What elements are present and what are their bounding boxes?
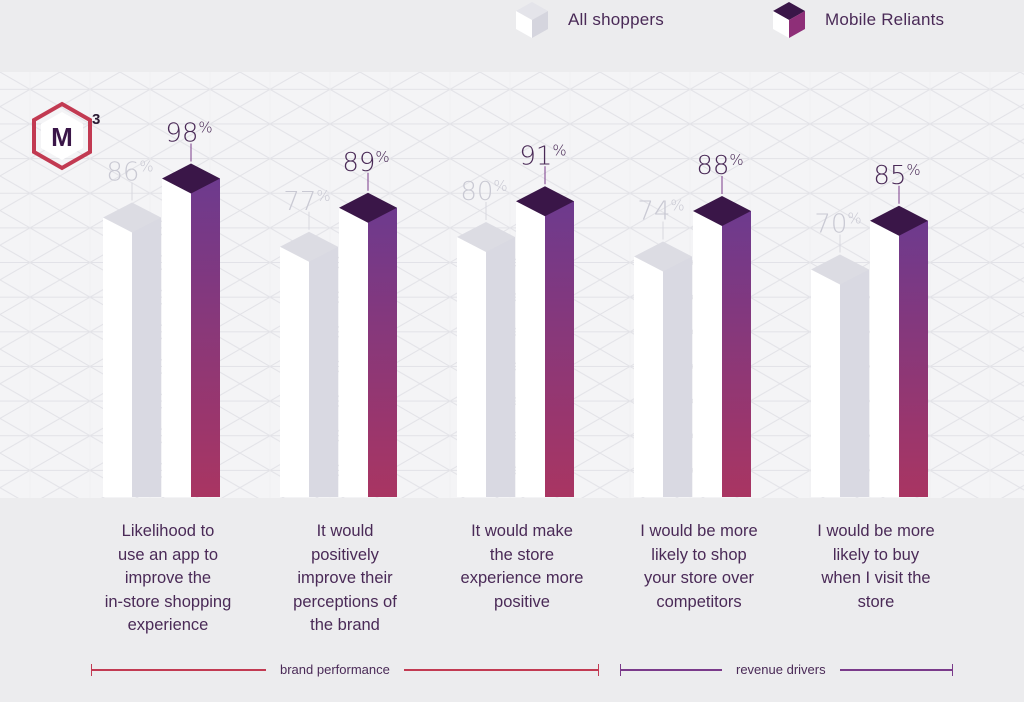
bar-mobile-reliants-0: 98% — [162, 119, 220, 497]
bar-value-label: 85% — [873, 161, 920, 191]
bar-top-cap — [103, 202, 161, 233]
category-label-line: store — [857, 592, 895, 611]
category-label-4: I would be more likely to buy when I visit… — [791, 520, 961, 614]
svg-text:M: M — [51, 122, 73, 152]
category-label-line: experience — [127, 616, 209, 634]
bar-value-label: 91% — [519, 141, 566, 171]
category-label-line: positive — [494, 592, 550, 611]
category-label-line: improve the — [124, 569, 212, 587]
bar-value-label: 88% — [696, 151, 743, 181]
bar-value-label: 77% — [283, 187, 330, 217]
bar-side-face — [840, 269, 869, 497]
category-label-line: perceptions of — [293, 592, 397, 611]
category-label-0: Likelihood to use an app to improve the in-… — [83, 520, 253, 638]
bar-side-face — [899, 220, 928, 497]
category-label-line: It would — [316, 522, 374, 540]
bar-side-face — [486, 237, 515, 497]
category-label-line: your store over — [643, 569, 755, 587]
bar-value-label: 74% — [637, 197, 684, 227]
bar-value-label: 89% — [342, 148, 389, 178]
bar-all-shoppers-0: 86% — [103, 158, 161, 497]
category-label-line: Likelihood to — [121, 522, 215, 540]
bar-top-cap — [811, 254, 869, 285]
bar-value-label: 98% — [165, 119, 212, 149]
bar-front-face — [516, 201, 545, 497]
category-label-line: competitors — [656, 592, 742, 611]
bar-top-cap — [634, 241, 692, 272]
legend-mobile-reliants-cube-icon — [773, 2, 805, 38]
category-label-line: positively — [311, 545, 379, 564]
bar-front-face — [811, 269, 840, 497]
bar-all-shoppers-3: 74% — [634, 197, 692, 497]
category-label-line: the store — [489, 545, 555, 564]
bar-mobile-reliants-3: 88% — [693, 151, 751, 497]
bars-layer: 86% 98% 77% 89% 80% 91% 74% 88% 70% 85% — [103, 119, 928, 497]
bar-top-cap — [693, 196, 751, 226]
bar-all-shoppers-1: 77% — [280, 187, 338, 497]
bar-side-face — [191, 178, 220, 497]
chart-panel: M 3 86% 98% 77% 89% 80% 91% 74% 88% 70% 85% — [0, 72, 1024, 498]
bar-front-face — [162, 178, 191, 497]
bar-side-face — [132, 217, 161, 497]
bar-side-face — [368, 207, 397, 497]
bar-side-face — [309, 246, 338, 497]
bar-mobile-reliants-4: 85% — [870, 161, 928, 497]
logo-superscript: 3 — [92, 111, 100, 128]
bar-mobile-reliants-2: 91% — [516, 141, 574, 497]
bar-mobile-reliants-1: 89% — [339, 148, 397, 497]
category-label-3: I would be more likely to shop your store … — [614, 520, 784, 614]
bar-front-face — [693, 211, 722, 497]
legend-header: All shoppers Mobile Reliants — [0, 0, 1024, 72]
category-label-line: in-store shopping — [104, 592, 232, 611]
group-label-brand-performance: brand performance — [266, 662, 404, 678]
group-label-revenue-drivers: revenue drivers — [722, 662, 840, 678]
bar-value-label: 70% — [814, 210, 861, 240]
legend-all-shoppers-label: All shoppers — [568, 10, 664, 29]
bar-side-face — [722, 211, 751, 497]
bar-front-face — [457, 237, 486, 497]
bar-all-shoppers-2: 80% — [457, 177, 515, 497]
legend-all-shoppers: All shoppers — [514, 0, 664, 40]
bar-side-face — [663, 256, 692, 497]
bar-top-cap — [457, 222, 515, 252]
bar-top-cap — [870, 205, 928, 236]
bar-chart: M 3 86% 98% 77% 89% 80% 91% 74% 88% 70% 85% — [0, 72, 1024, 498]
category-label-line: use an app to — [118, 545, 218, 564]
legend-all-shoppers-cube-icon — [516, 2, 548, 38]
category-label-line: I would be more — [640, 522, 758, 540]
category-label-line: when I visit the — [821, 569, 931, 587]
bar-top-cap — [516, 186, 574, 217]
bar-front-face — [634, 256, 663, 497]
category-label-line: improve their — [297, 569, 393, 587]
category-label-2: It would make the store experience more pos… — [437, 520, 607, 614]
bar-front-face — [339, 207, 368, 497]
bar-front-face — [280, 246, 309, 497]
bar-value-label: 80% — [460, 177, 507, 207]
category-label-1: It would positively improve their perceptio… — [260, 520, 430, 638]
category-label-line: likely to buy — [832, 545, 920, 564]
bar-front-face — [103, 217, 132, 497]
legend-mobile-reliants: Mobile Reliants — [771, 0, 944, 40]
category-label-line: experience more — [460, 569, 584, 587]
legend-mobile-reliants-label: Mobile Reliants — [825, 10, 945, 29]
m3-logo: M 3 — [32, 101, 100, 171]
category-label-line: I would be more — [817, 522, 935, 540]
bar-value-label: 86% — [106, 158, 153, 188]
category-label-line: likely to shop — [651, 545, 747, 564]
category-label-line: It would make — [471, 522, 573, 540]
bar-top-cap — [339, 192, 397, 223]
bar-side-face — [545, 201, 574, 497]
bar-top-cap — [280, 231, 338, 262]
bar-top-cap — [162, 163, 220, 194]
category-label-line: the brand — [310, 616, 380, 634]
bar-all-shoppers-4: 70% — [811, 210, 869, 497]
bar-front-face — [870, 220, 899, 497]
